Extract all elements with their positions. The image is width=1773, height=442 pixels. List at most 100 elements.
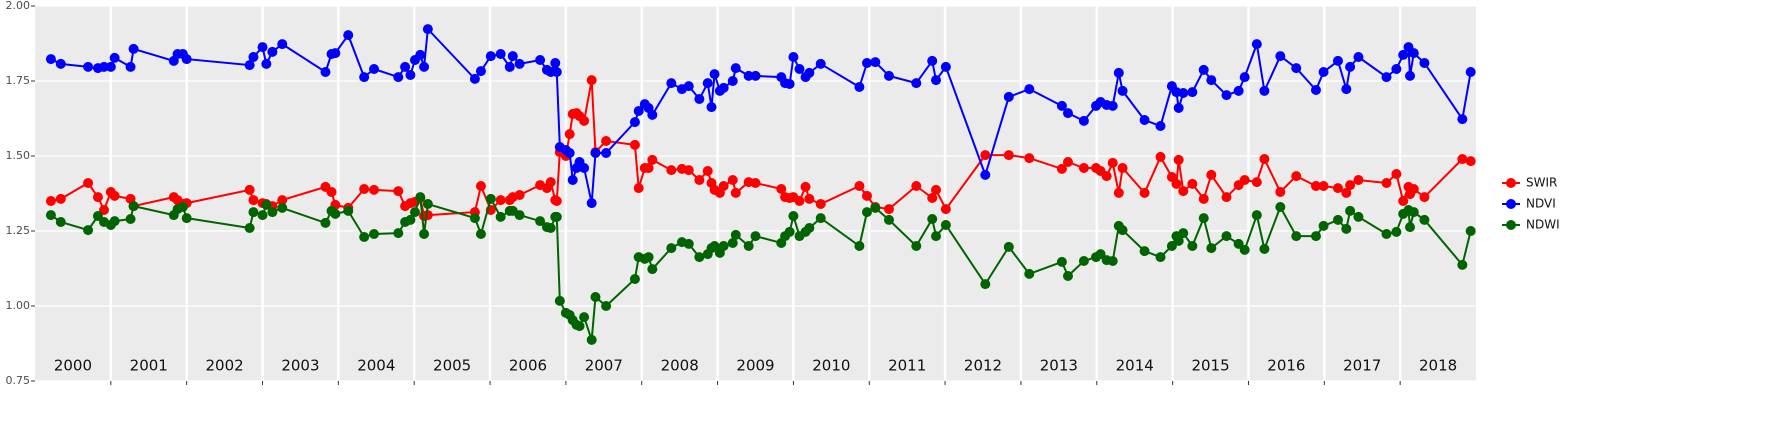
point: [181, 54, 192, 65]
point: [1221, 231, 1232, 242]
point: [485, 51, 496, 62]
point: [1187, 178, 1198, 189]
point: [1251, 177, 1262, 188]
point: [804, 193, 815, 204]
point: [550, 58, 561, 68]
point: [359, 72, 370, 83]
point: [1117, 163, 1128, 173]
point: [730, 187, 741, 198]
point: [545, 223, 556, 233]
point: [730, 229, 741, 240]
point: [750, 231, 761, 242]
year-label: 2015: [1191, 357, 1229, 375]
point: [1107, 256, 1118, 266]
point: [1206, 75, 1217, 86]
point: [128, 43, 139, 54]
point: [83, 225, 94, 236]
point: [794, 64, 805, 74]
point: [1353, 52, 1364, 62]
point: [1117, 225, 1128, 236]
point: [1101, 171, 1112, 182]
point: [750, 70, 761, 81]
point: [267, 46, 278, 57]
point: [405, 214, 416, 225]
point: [1381, 229, 1392, 239]
point: [870, 57, 881, 68]
point: [1155, 252, 1166, 263]
point: [883, 204, 894, 215]
point: [666, 165, 677, 176]
y-tick-label: 1.75: [6, 74, 31, 87]
point: [590, 292, 601, 302]
point: [495, 211, 506, 222]
point: [277, 202, 288, 213]
point: [1398, 49, 1409, 60]
point: [854, 82, 865, 92]
point: [535, 216, 546, 227]
point: [931, 184, 942, 195]
legend-label: NDWI: [1526, 218, 1560, 232]
point: [554, 295, 565, 306]
point: [643, 252, 654, 263]
point: [343, 30, 354, 41]
point: [244, 184, 255, 195]
point: [794, 196, 805, 206]
point: [1113, 187, 1124, 198]
point: [1078, 256, 1089, 266]
point: [475, 229, 486, 239]
year-label: 2006: [509, 357, 547, 375]
point: [393, 186, 404, 197]
point: [702, 78, 713, 89]
point: [1239, 244, 1250, 255]
y-tick-label: 1.50: [6, 149, 31, 162]
point: [730, 63, 741, 74]
point: [1381, 178, 1392, 188]
point: [815, 213, 826, 224]
point: [727, 238, 738, 248]
point: [277, 39, 288, 50]
point: [257, 42, 268, 53]
point: [1251, 210, 1262, 221]
point: [931, 75, 942, 86]
point: [359, 184, 370, 194]
point: [750, 178, 761, 188]
point: [1239, 175, 1250, 185]
point: [1291, 171, 1302, 182]
point: [1291, 63, 1302, 74]
point: [1198, 64, 1209, 75]
point: [1391, 169, 1402, 179]
point: [1457, 259, 1468, 270]
point: [261, 58, 272, 69]
panel: [35, 6, 1476, 381]
point: [551, 67, 562, 77]
point: [590, 148, 601, 158]
point: [861, 207, 872, 218]
point: [1259, 85, 1270, 96]
point: [1259, 154, 1270, 164]
point: [92, 192, 103, 203]
point: [1341, 187, 1352, 198]
point: [633, 183, 644, 194]
point: [1206, 169, 1217, 180]
point: [422, 199, 433, 209]
point: [694, 175, 705, 185]
point: [601, 136, 612, 146]
point: [931, 231, 942, 242]
point: [45, 196, 56, 206]
point: [393, 228, 404, 239]
point: [1310, 85, 1321, 95]
point: [1318, 67, 1329, 77]
point: [861, 190, 872, 201]
legend-marker: [1506, 220, 1516, 230]
point: [475, 66, 486, 77]
point: [1381, 72, 1392, 83]
point: [727, 76, 738, 86]
point: [1332, 55, 1343, 66]
point: [369, 229, 380, 239]
point: [1113, 67, 1124, 78]
point: [1003, 91, 1014, 102]
point: [727, 175, 738, 185]
point: [1275, 202, 1286, 212]
point: [343, 205, 354, 216]
point: [854, 241, 865, 251]
